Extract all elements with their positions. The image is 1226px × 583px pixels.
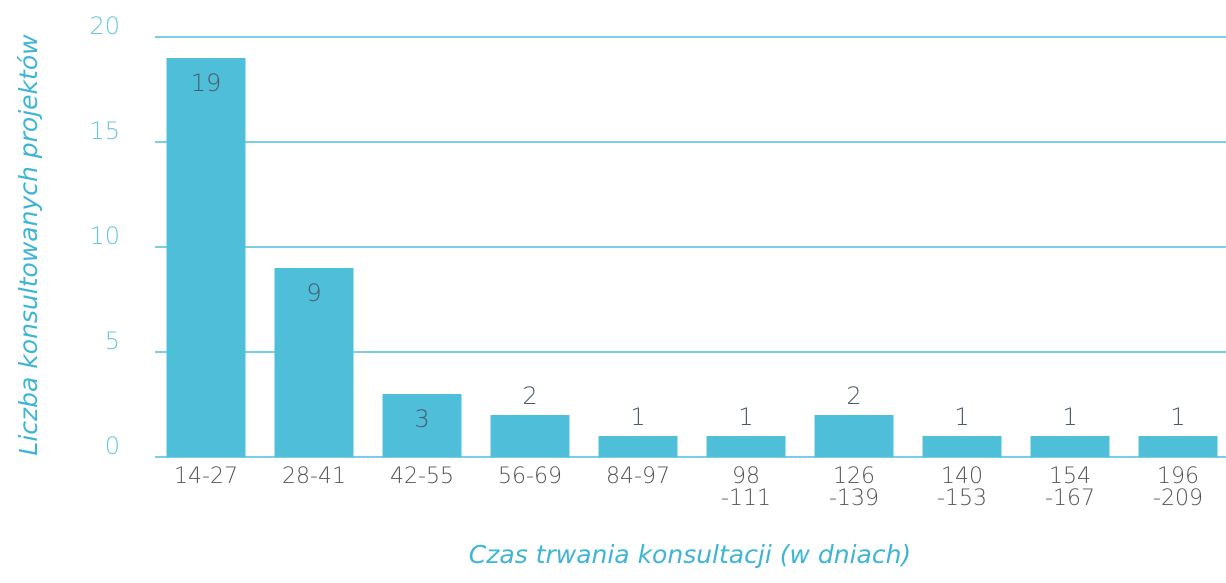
- bar: [922, 436, 1002, 457]
- value-label: 3: [414, 405, 429, 433]
- value-label: 1: [1170, 403, 1185, 431]
- x-tick-label: 126 -139: [829, 464, 879, 511]
- value-label: 1: [738, 403, 753, 431]
- bar: [274, 268, 354, 457]
- x-tick-label: 84-97: [606, 464, 670, 489]
- x-tick-label: 14-27: [174, 464, 238, 489]
- x-tick-label: 28-41: [282, 464, 346, 489]
- value-label: 9: [306, 279, 321, 307]
- value-label: 1: [630, 403, 645, 431]
- bar: [1138, 436, 1218, 457]
- value-label: 1: [1062, 403, 1077, 431]
- y-tick-label: 20: [89, 12, 120, 40]
- bar: [166, 58, 246, 457]
- y-tick-label: 0: [105, 432, 120, 460]
- x-tick-label: 42-55: [390, 464, 454, 489]
- bar: [382, 394, 462, 457]
- bar: [706, 436, 786, 457]
- value-label: 2: [846, 382, 861, 410]
- value-label: 19: [191, 69, 222, 97]
- x-tick-label: 196 -209: [1153, 464, 1203, 511]
- bar: [814, 415, 894, 457]
- y-axis-title: Liczba konsultowanych projektów: [14, 34, 43, 456]
- x-tick-label: 56-69: [498, 464, 562, 489]
- y-tick-label: 10: [89, 222, 120, 250]
- value-label: 1: [954, 403, 969, 431]
- y-tick-label: 15: [89, 117, 120, 145]
- x-axis-title: Czas trwania konsultacji (w dniach): [469, 540, 911, 569]
- bar: [598, 436, 678, 457]
- bar: [490, 415, 570, 457]
- x-tick-label: 140 -153: [937, 464, 987, 511]
- x-tick-label: 154 -167: [1045, 464, 1095, 511]
- y-tick-label: 5: [105, 327, 120, 355]
- value-label: 2: [522, 382, 537, 410]
- bar: [1030, 436, 1110, 457]
- x-tick-label: 98 -111: [721, 464, 771, 511]
